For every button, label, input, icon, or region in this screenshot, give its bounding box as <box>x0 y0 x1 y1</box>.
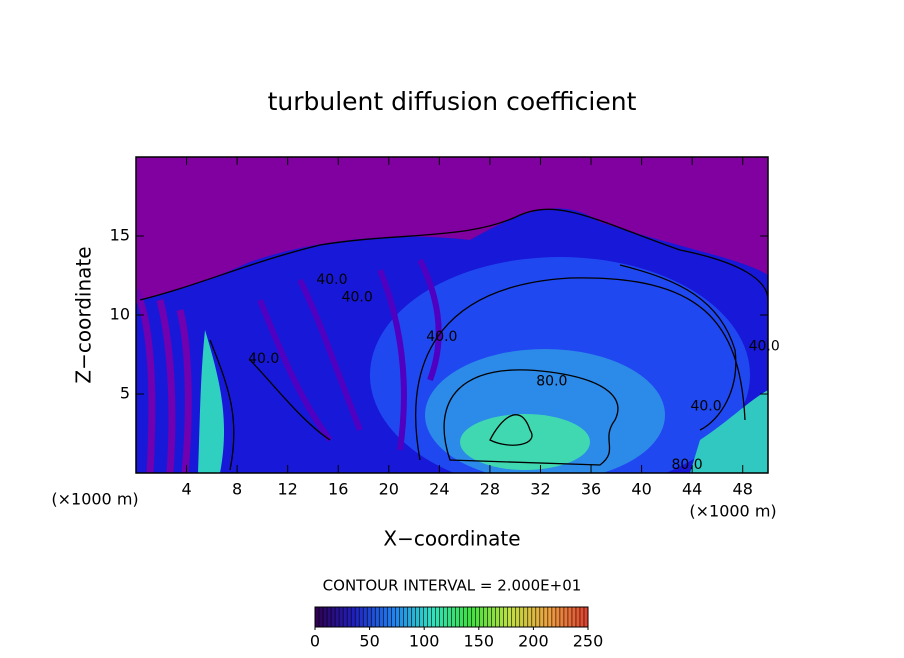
x-tick-label: 12 <box>278 480 298 499</box>
y-tick-label: 10 <box>110 305 130 324</box>
colorbar-tick-label: 100 <box>409 632 440 651</box>
contour-lines <box>139 208 768 471</box>
contour-label: 40.0 <box>690 399 721 415</box>
y-tick-label: 15 <box>110 226 130 245</box>
x-tick-label: 4 <box>181 480 191 499</box>
x-tick-label: 32 <box>530 480 550 499</box>
x-tick-label: 44 <box>682 480 702 499</box>
x-tick-label: 24 <box>429 480 449 499</box>
contour-label: 40.0 <box>316 272 347 288</box>
colorbar-tick-label: 0 <box>310 632 320 651</box>
y-unit: (×1000 m) <box>51 490 138 509</box>
x-tick-label: 16 <box>328 480 348 499</box>
contour-label: 40.0 <box>248 351 279 367</box>
x-tick-label: 40 <box>631 480 651 499</box>
contour-label: 80.0 <box>672 457 703 473</box>
y-axis-label: Z−coordinate <box>72 246 96 383</box>
y-tick-label: 5 <box>120 384 130 403</box>
colorbar-tick-label: 150 <box>464 632 495 651</box>
x-tick-label: 8 <box>232 480 242 499</box>
colorbar-tick-label: 200 <box>518 632 549 651</box>
contour-label: 40.0 <box>749 339 780 355</box>
contour-interval: CONTOUR INTERVAL = 2.000E+01 <box>323 577 582 595</box>
field-region <box>460 414 590 470</box>
field-region <box>198 330 225 473</box>
x-unit: (×1000 m) <box>689 502 776 521</box>
x-tick-label: 36 <box>581 480 601 499</box>
field-region <box>690 390 768 473</box>
x-tick-label: 48 <box>733 480 753 499</box>
contour-label: 40.0 <box>426 329 457 345</box>
x-tick-label: 28 <box>480 480 500 499</box>
x-tick-label: 20 <box>379 480 399 499</box>
colorbar-tick-label: 250 <box>573 632 604 651</box>
contour-label: 40.0 <box>342 290 373 306</box>
x-axis-label: X−coordinate <box>383 527 520 551</box>
contour-label: 80.0 <box>536 373 567 389</box>
field-streak <box>136 288 192 473</box>
chart-title: turbulent diffusion coefficient <box>268 87 637 116</box>
field-streak <box>257 258 442 451</box>
field <box>136 208 768 473</box>
colorbar-tick-label: 50 <box>359 632 379 651</box>
